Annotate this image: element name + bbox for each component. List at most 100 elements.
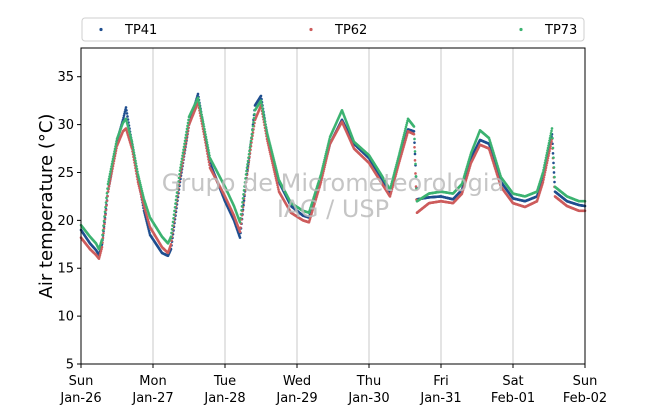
data-point: [196, 96, 200, 100]
data-point: [324, 154, 327, 158]
data-point: [122, 116, 125, 120]
data-points: [79, 92, 587, 260]
x-tick-date-label: Jan-29: [275, 391, 317, 406]
data-point: [170, 228, 174, 231]
data-point: [140, 189, 144, 193]
legend-label: TP62: [334, 23, 367, 38]
data-point: [238, 220, 242, 224]
data-point: [404, 125, 408, 129]
data-point: [248, 149, 251, 153]
data-point: [321, 166, 324, 170]
data-point: [246, 159, 250, 163]
data-point: [247, 152, 251, 156]
data-point: [267, 138, 271, 142]
data-point: [177, 180, 180, 183]
data-point: [103, 210, 107, 214]
data-point: [133, 154, 136, 157]
data-point: [208, 163, 211, 167]
data-point: [252, 120, 255, 124]
y-axis-title: Air temperature (°C): [36, 114, 57, 299]
data-point: [246, 163, 249, 166]
data-point: [208, 154, 211, 157]
data-point: [261, 109, 265, 113]
data-point: [242, 199, 246, 202]
data-point: [320, 168, 324, 172]
data-point: [142, 202, 145, 206]
data-point: [263, 120, 267, 124]
data-point: [251, 124, 255, 128]
data-point: [113, 150, 116, 153]
data-point: [274, 174, 277, 178]
data-point: [326, 144, 330, 147]
data-point: [268, 140, 271, 144]
data-point: [266, 132, 269, 136]
data-point: [252, 116, 256, 120]
data-point: [134, 162, 138, 165]
data-point: [104, 205, 107, 209]
data-point: [271, 164, 275, 167]
data-point: [125, 112, 129, 115]
data-point: [102, 224, 105, 227]
data-point: [239, 213, 243, 216]
data-point: [169, 243, 173, 246]
data-point: [251, 128, 254, 132]
data-point: [101, 233, 104, 237]
data-point: [274, 164, 277, 168]
watermark-line-1: Grupo de Micrometeorologia: [162, 169, 504, 197]
data-point: [147, 227, 150, 231]
data-point: [553, 175, 556, 179]
data-point: [101, 228, 105, 232]
data-point: [243, 185, 246, 188]
legend-box: [81, 17, 585, 42]
data-point: [107, 180, 110, 183]
series-TP62: [79, 101, 587, 260]
data-point: [270, 150, 274, 154]
data-point: [270, 159, 274, 163]
data-point: [273, 170, 276, 174]
data-point: [244, 173, 248, 176]
data-point: [124, 106, 128, 109]
data-point: [260, 104, 264, 108]
data-point: [206, 146, 210, 149]
data-point: [138, 181, 142, 184]
data-point: [175, 194, 178, 198]
data-point: [412, 130, 416, 133]
data-point: [550, 129, 553, 133]
data-point: [179, 166, 182, 169]
data-point: [197, 101, 201, 104]
data-point: [106, 187, 109, 190]
data-point: [105, 196, 108, 200]
data-point: [272, 168, 276, 171]
data-point: [275, 170, 279, 174]
legend: TP41 TP62 TP73: [81, 17, 585, 42]
legend-label: TP73: [544, 23, 577, 38]
data-point: [107, 177, 111, 181]
data-point: [107, 185, 111, 188]
plot-frame: [80, 47, 586, 365]
data-point: [276, 174, 280, 178]
data-point: [238, 236, 242, 239]
data-point: [173, 205, 177, 209]
data-point: [549, 134, 552, 138]
data-point: [109, 170, 112, 173]
data-point: [544, 168, 547, 172]
data-point: [413, 150, 417, 153]
data-point: [130, 140, 134, 144]
data-point: [551, 136, 554, 140]
data-point: [543, 171, 547, 174]
data-point: [239, 216, 242, 220]
data-point: [175, 191, 179, 194]
x-tick-date-label: Jan-30: [347, 391, 389, 406]
data-point: [262, 115, 266, 118]
data-point: [181, 151, 185, 154]
data-point: [183, 142, 186, 146]
data-point: [139, 183, 142, 187]
data-point: [272, 166, 275, 169]
data-point: [170, 239, 173, 242]
data-point: [100, 245, 104, 249]
data-point: [326, 146, 329, 149]
data-point: [200, 115, 204, 119]
data-point: [263, 117, 266, 121]
data-point: [327, 141, 330, 145]
x-tick-day-label: Sun: [573, 374, 598, 389]
